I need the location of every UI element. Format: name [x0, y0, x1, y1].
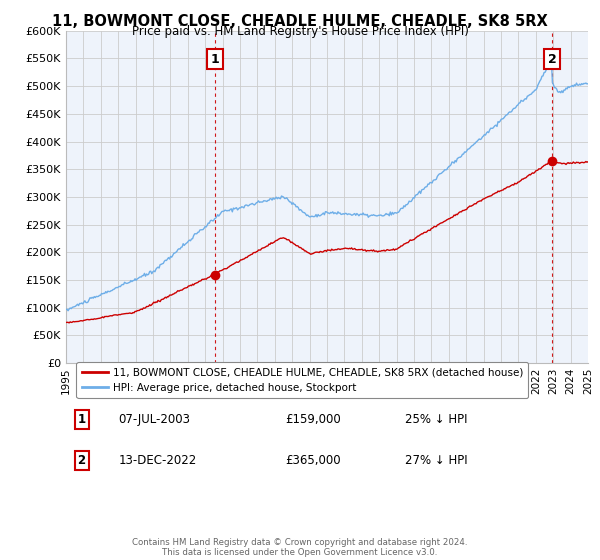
Text: 25% ↓ HPI: 25% ↓ HPI	[406, 413, 468, 426]
Text: 11, BOWMONT CLOSE, CHEADLE HULME, CHEADLE, SK8 5RX: 11, BOWMONT CLOSE, CHEADLE HULME, CHEADL…	[52, 14, 548, 29]
Text: £365,000: £365,000	[285, 454, 341, 466]
Text: 1: 1	[211, 53, 219, 66]
Text: £159,000: £159,000	[285, 413, 341, 426]
Legend: 11, BOWMONT CLOSE, CHEADLE HULME, CHEADLE, SK8 5RX (detached house), HPI: Averag: 11, BOWMONT CLOSE, CHEADLE HULME, CHEADL…	[76, 362, 529, 398]
Text: Contains HM Land Registry data © Crown copyright and database right 2024.
This d: Contains HM Land Registry data © Crown c…	[132, 538, 468, 557]
Text: 2: 2	[77, 454, 86, 466]
Text: 2: 2	[548, 53, 557, 66]
Text: 27% ↓ HPI: 27% ↓ HPI	[406, 454, 468, 466]
Text: Price paid vs. HM Land Registry's House Price Index (HPI): Price paid vs. HM Land Registry's House …	[131, 25, 469, 38]
Text: 13-DEC-2022: 13-DEC-2022	[118, 454, 196, 466]
Text: 1: 1	[77, 413, 86, 426]
Text: 07-JUL-2003: 07-JUL-2003	[118, 413, 190, 426]
